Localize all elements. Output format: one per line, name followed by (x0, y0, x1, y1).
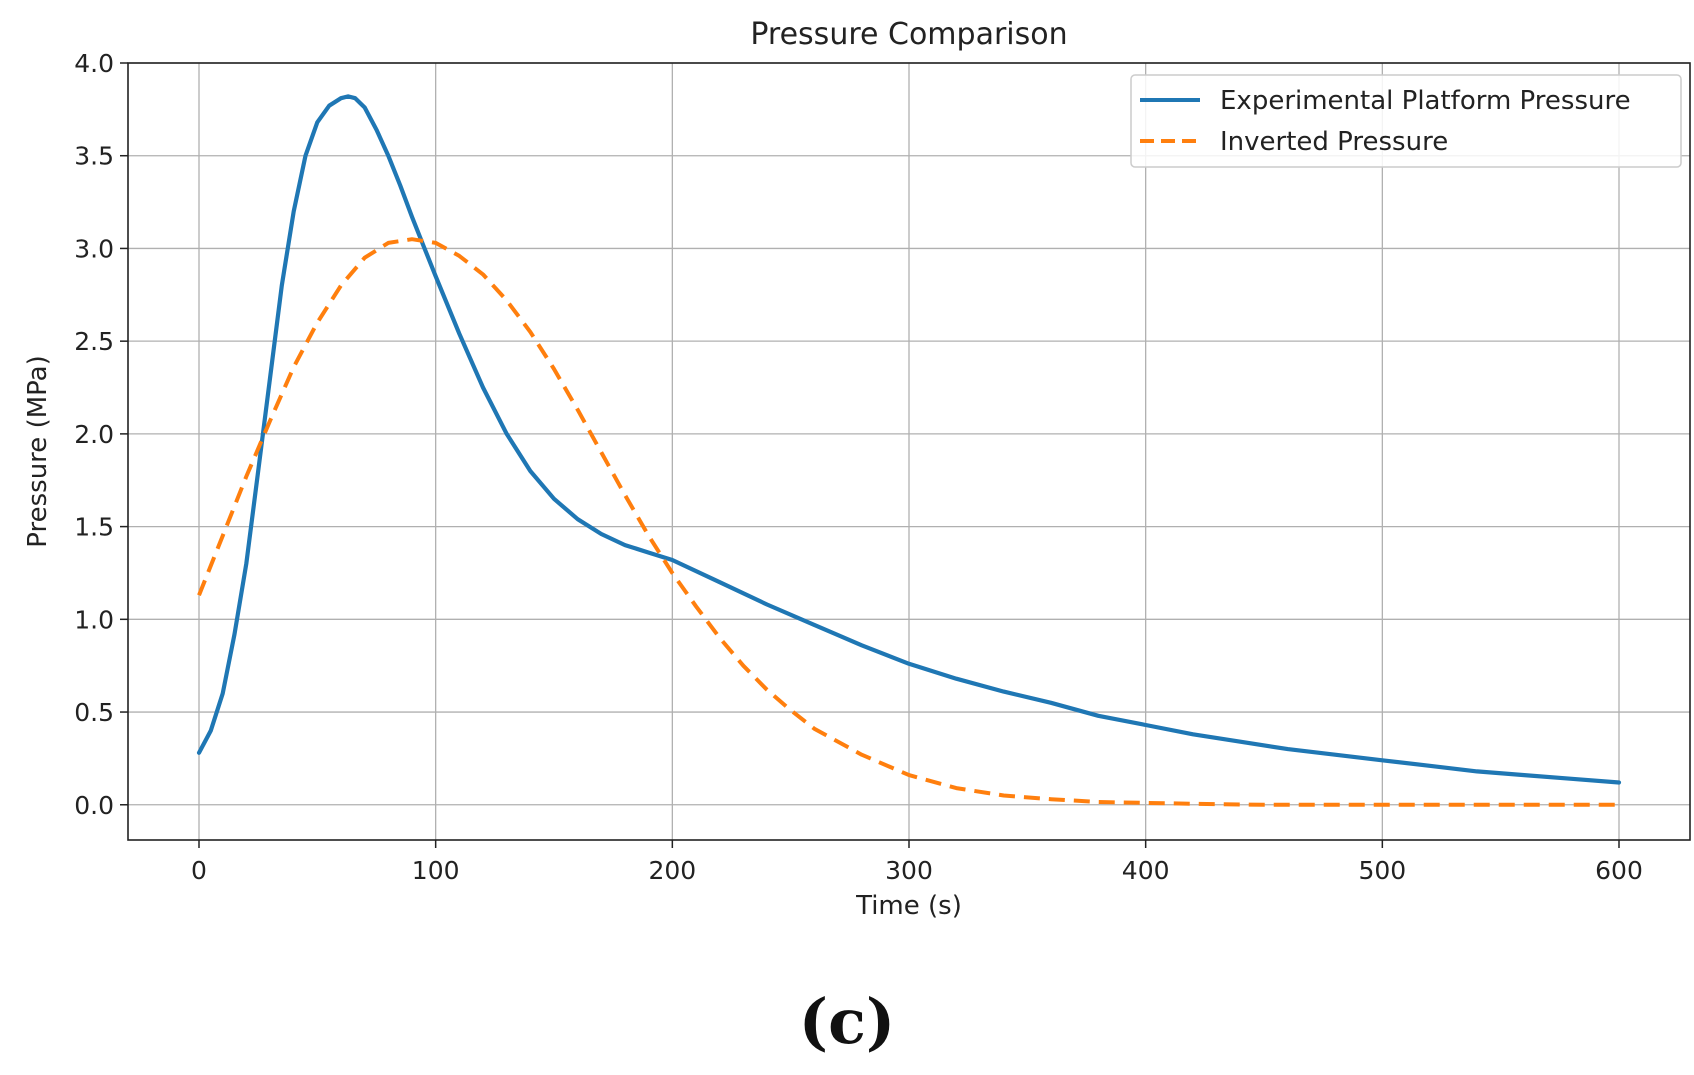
y-tick-label: 0.0 (74, 791, 114, 820)
x-tick-label: 200 (648, 856, 696, 885)
y-tick-label: 3.0 (74, 234, 114, 263)
legend-label-experimental: Experimental Platform Pressure (1220, 86, 1631, 116)
chart-title: Pressure Comparison (750, 17, 1067, 52)
x-tick-label: 500 (1358, 856, 1406, 885)
x-tick-label: 300 (885, 856, 933, 885)
pressure-comparison-chart: 0 100 200 300 400 500 600 0.0 0.5 1.0 1.5 2.0 2.5 3.0… (23, 17, 1691, 921)
ticks: 0 100 200 300 400 500 600 0.0 0.5 1.0 1.5 2.0 2.5 3.0… (74, 49, 1643, 885)
legend: Experimental Platform Pressure Inverted … (1130, 74, 1682, 168)
series-layer (196, 94, 1622, 807)
y-tick-label: 3.5 (74, 142, 114, 171)
y-tick-label: 2.5 (74, 327, 114, 356)
x-tick-label: 100 (412, 856, 460, 885)
panel-label: (c) (798, 985, 896, 1058)
y-tick-label: 1.5 (74, 513, 114, 542)
x-axis-label: Time (s) (855, 891, 962, 921)
grid (128, 62, 1690, 840)
x-tick-label: 0 (191, 856, 207, 885)
y-tick-label: 4.0 (74, 49, 114, 78)
series-experimental-line (196, 94, 1622, 785)
x-tick-label: 400 (1122, 856, 1170, 885)
y-tick-label: 0.5 (74, 698, 114, 727)
series-inverted-line (197, 237, 1619, 807)
legend-label-inverted: Inverted Pressure (1220, 127, 1448, 157)
x-tick-label: 600 (1595, 856, 1643, 885)
y-axis-label: Pressure (MPa) (23, 355, 53, 547)
y-tick-label: 2.0 (74, 420, 114, 449)
y-tick-label: 1.0 (74, 605, 114, 634)
legend-box (1130, 74, 1682, 168)
